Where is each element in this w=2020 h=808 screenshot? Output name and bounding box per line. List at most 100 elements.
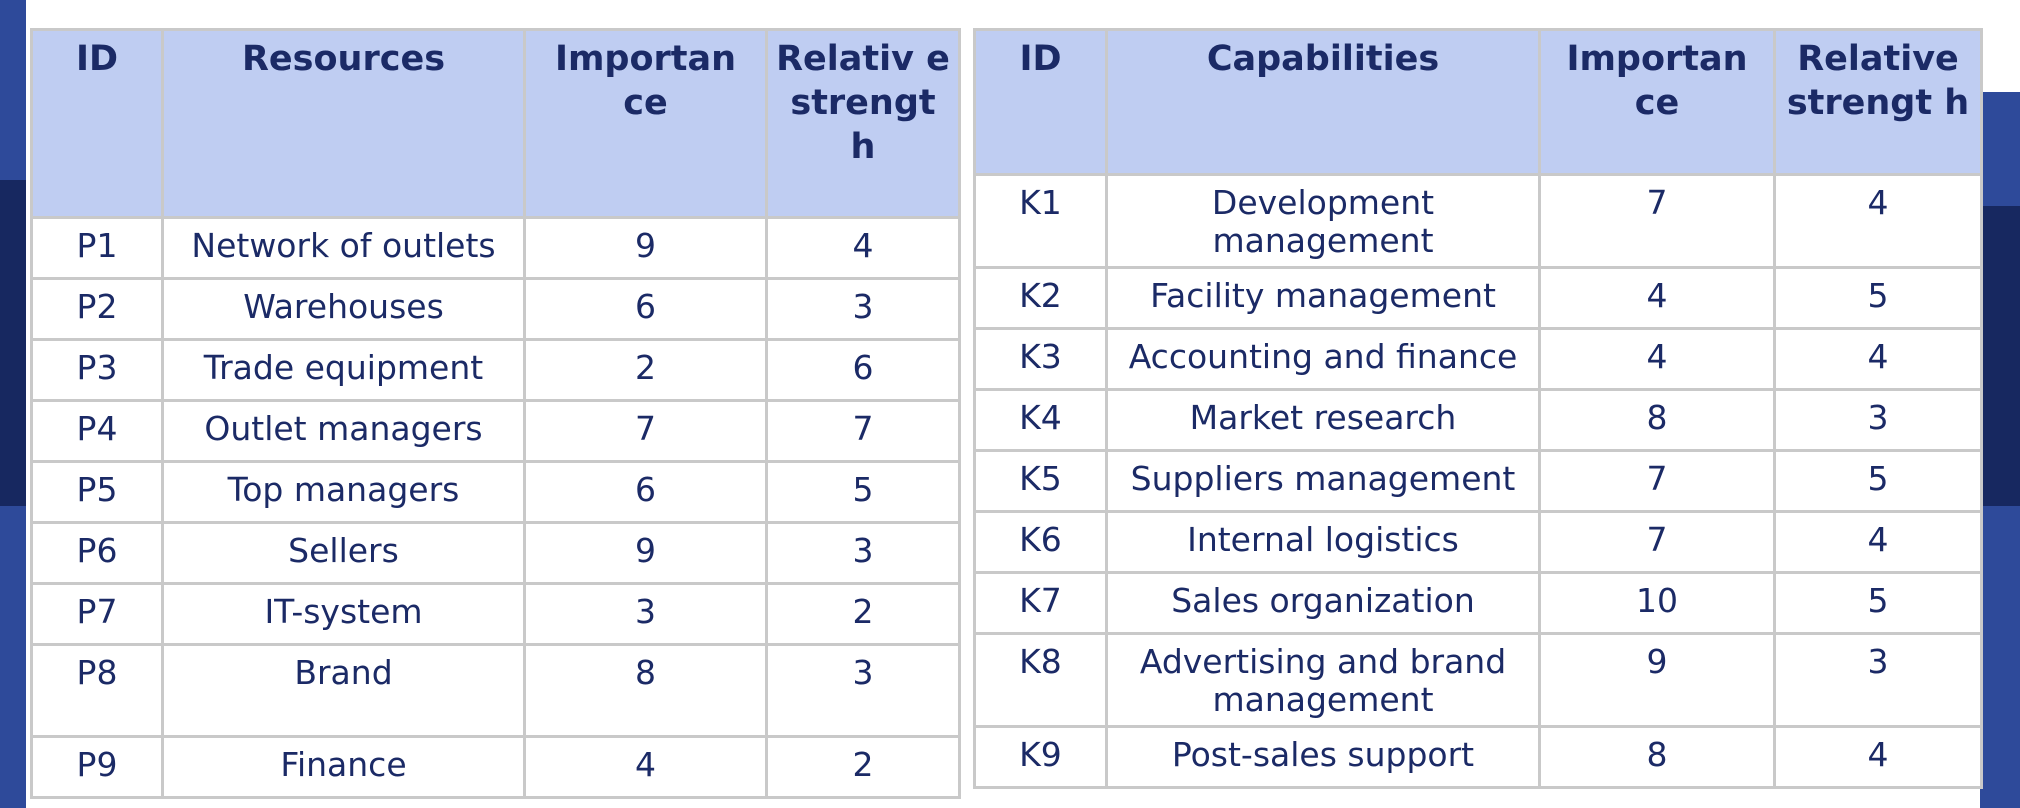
cell-id: K4 xyxy=(973,388,1108,452)
cell-importance: 9 xyxy=(523,216,768,280)
cell-id: K2 xyxy=(973,266,1108,330)
cell-name: Post-sales support xyxy=(1105,725,1541,789)
cell-name: Finance xyxy=(161,735,526,799)
table-row: P8 Brand 8 3 xyxy=(30,643,961,738)
cell-id: K9 xyxy=(973,725,1108,789)
cell-relative-strength: 7 xyxy=(765,399,961,463)
header-resources: Resources xyxy=(161,28,526,219)
cell-importance: 4 xyxy=(1538,327,1776,391)
cell-id: K1 xyxy=(973,173,1108,269)
cell-relative-strength: 3 xyxy=(765,277,961,341)
cell-name: Warehouses xyxy=(161,277,526,341)
cell-id: K5 xyxy=(973,449,1108,513)
cell-importance: 4 xyxy=(523,735,768,799)
cell-id: P4 xyxy=(30,399,164,463)
cell-relative-strength: 2 xyxy=(765,582,961,646)
cell-importance: 7 xyxy=(1538,173,1776,269)
left-stripe-dark-band xyxy=(0,180,26,506)
cell-id: K6 xyxy=(973,510,1108,574)
cell-id: P8 xyxy=(30,643,164,738)
cell-relative-strength: 4 xyxy=(765,216,961,280)
cell-relative-strength: 5 xyxy=(1773,449,1983,513)
cell-relative-strength: 3 xyxy=(765,521,961,585)
cell-id: P2 xyxy=(30,277,164,341)
cell-importance: 7 xyxy=(1538,449,1776,513)
cell-importance: 6 xyxy=(523,277,768,341)
cell-relative-strength: 4 xyxy=(1773,173,1983,269)
cell-name: Top managers xyxy=(161,460,526,524)
cell-relative-strength: 2 xyxy=(765,735,961,799)
table-header-row: ID Capabilities Importan ce Relative str… xyxy=(973,28,1983,176)
cell-id: P5 xyxy=(30,460,164,524)
cell-name: Sellers xyxy=(161,521,526,585)
cell-name: Suppliers management xyxy=(1105,449,1541,513)
cell-id: P7 xyxy=(30,582,164,646)
cell-relative-strength: 3 xyxy=(1773,388,1983,452)
table-row: P7 IT-system 3 2 xyxy=(30,582,961,646)
table-row: K6 Internal logistics 7 4 xyxy=(973,510,1983,574)
cell-name: IT-system xyxy=(161,582,526,646)
cell-importance: 8 xyxy=(523,643,768,738)
cell-name: Internal logistics xyxy=(1105,510,1541,574)
cell-importance: 9 xyxy=(1538,632,1776,728)
cell-importance: 7 xyxy=(523,399,768,463)
cell-name: Advertising and brand management xyxy=(1105,632,1541,728)
cell-relative-strength: 5 xyxy=(1773,266,1983,330)
cell-name: Trade equipment xyxy=(161,338,526,402)
cell-relative-strength: 4 xyxy=(1773,327,1983,391)
cell-name: Development management xyxy=(1105,173,1541,269)
cell-importance: 9 xyxy=(523,521,768,585)
cell-name: Sales organization xyxy=(1105,571,1541,635)
cell-relative-strength: 4 xyxy=(1773,725,1983,789)
table-row: P1 Network of outlets 9 4 xyxy=(30,216,961,280)
table-row: K1 Development management 7 4 xyxy=(973,173,1983,269)
capabilities-table: ID Capabilities Importan ce Relative str… xyxy=(973,28,1983,789)
table-row: P5 Top managers 6 5 xyxy=(30,460,961,524)
cell-importance: 7 xyxy=(1538,510,1776,574)
cell-id: K8 xyxy=(973,632,1108,728)
cell-importance: 10 xyxy=(1538,571,1776,635)
table-row: K4 Market research 8 3 xyxy=(973,388,1983,452)
cell-relative-strength: 5 xyxy=(1773,571,1983,635)
header-relative-strength: Relativ e strengt h xyxy=(765,28,961,219)
cell-relative-strength: 6 xyxy=(765,338,961,402)
table-row: P9 Finance 4 2 xyxy=(30,735,961,799)
left-decorative-stripe xyxy=(0,0,26,808)
header-importance: Importan ce xyxy=(1538,28,1776,176)
table-row: P4 Outlet managers 7 7 xyxy=(30,399,961,463)
cell-importance: 2 xyxy=(523,338,768,402)
table-header-row: ID Resources Importan ce Relativ e stren… xyxy=(30,28,961,219)
cell-name: Network of outlets xyxy=(161,216,526,280)
header-id: ID xyxy=(30,28,164,219)
table-row: P2 Warehouses 6 3 xyxy=(30,277,961,341)
cell-id: P9 xyxy=(30,735,164,799)
table-row: K2 Facility management 4 5 xyxy=(973,266,1983,330)
right-decorative-stripe xyxy=(1980,0,2020,808)
cell-name: Outlet managers xyxy=(161,399,526,463)
cell-name: Market research xyxy=(1105,388,1541,452)
header-id: ID xyxy=(973,28,1108,176)
cell-name: Facility management xyxy=(1105,266,1541,330)
cell-id: P3 xyxy=(30,338,164,402)
table-row: K5 Suppliers management 7 5 xyxy=(973,449,1983,513)
cell-name: Accounting and finance xyxy=(1105,327,1541,391)
cell-name: Brand xyxy=(161,643,526,738)
cell-relative-strength: 4 xyxy=(1773,510,1983,574)
cell-id: P1 xyxy=(30,216,164,280)
cell-importance: 3 xyxy=(523,582,768,646)
cell-relative-strength: 3 xyxy=(765,643,961,738)
cell-importance: 8 xyxy=(1538,725,1776,789)
right-stripe-light-band xyxy=(1980,0,2020,92)
cell-relative-strength: 5 xyxy=(765,460,961,524)
table-row: K7 Sales organization 10 5 xyxy=(973,571,1983,635)
header-importance: Importan ce xyxy=(523,28,768,219)
cell-importance: 6 xyxy=(523,460,768,524)
table-row: P6 Sellers 9 3 xyxy=(30,521,961,585)
cell-relative-strength: 3 xyxy=(1773,632,1983,728)
cell-importance: 8 xyxy=(1538,388,1776,452)
cell-id: P6 xyxy=(30,521,164,585)
resources-table: ID Resources Importan ce Relativ e stren… xyxy=(30,28,961,799)
cell-importance: 4 xyxy=(1538,266,1776,330)
header-capabilities: Capabilities xyxy=(1105,28,1541,176)
table-row: K3 Accounting and finance 4 4 xyxy=(973,327,1983,391)
